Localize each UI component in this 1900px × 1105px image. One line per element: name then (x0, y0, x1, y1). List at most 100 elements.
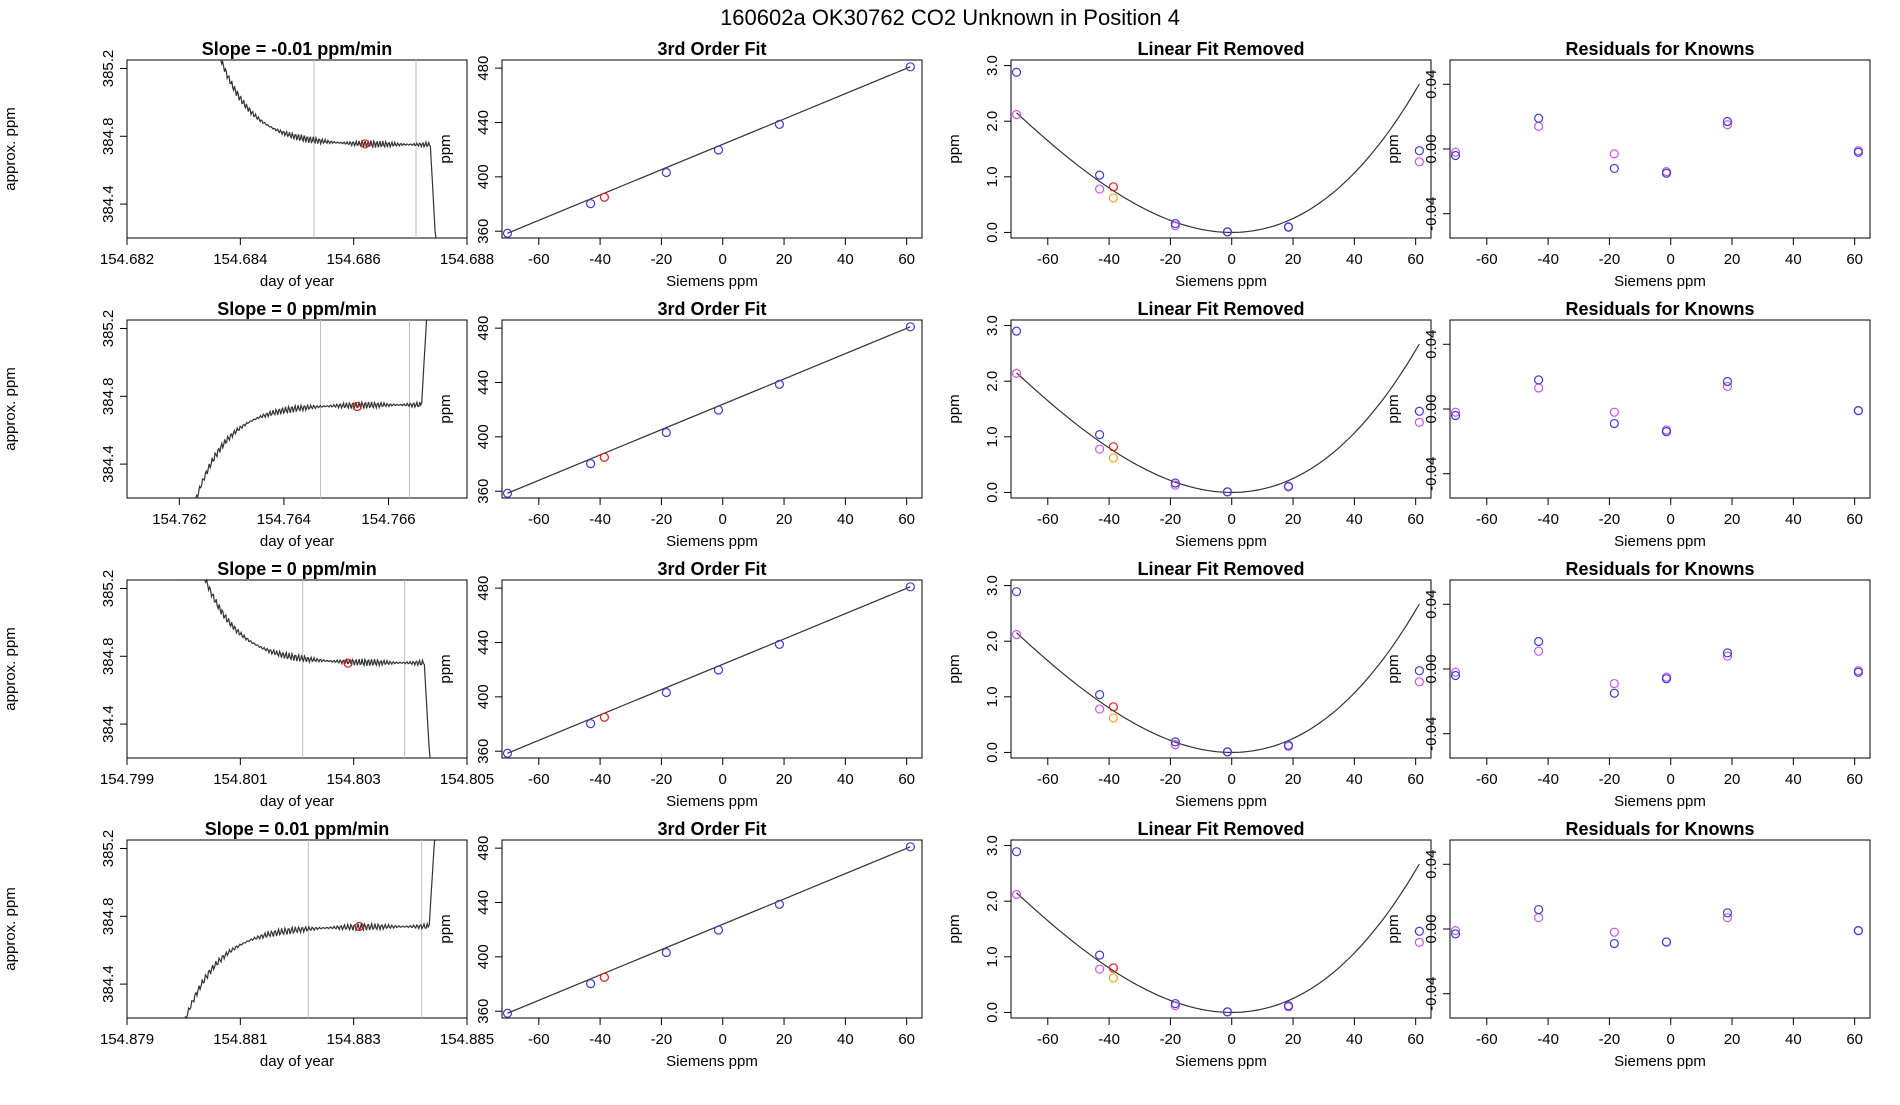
known-point (1170, 998, 1180, 1009)
y-tick-label: 0.00 (1423, 134, 1440, 163)
x-tick-label: -20 (1160, 251, 1182, 268)
residual-point-alt (1722, 913, 1733, 923)
x-tick-label: 60 (1407, 251, 1424, 268)
residual-point (1661, 937, 1672, 947)
x-tick-label: 40 (1785, 251, 1802, 268)
y-tick-label: 384.8 (100, 898, 117, 936)
residual-point (1609, 163, 1619, 174)
x-tick-label: 154.805 (440, 771, 494, 788)
plot-frame (1449, 579, 1871, 759)
unknown-point-alt (1108, 713, 1118, 723)
fit-line (507, 846, 911, 1014)
y-tick-label: 384.4 (100, 445, 117, 483)
known-point (661, 947, 671, 958)
y-tick-label: -0.04 (1423, 197, 1440, 231)
y-tick-label: 0.04 (1423, 330, 1440, 359)
x-tick-label: 40 (1346, 1031, 1363, 1048)
panel-title: 3rd Order Fit (657, 39, 766, 59)
y-tick-label: 385.2 (100, 830, 117, 868)
linear-removed-panel: Linear Fit Removed Siemens ppm ppm -60 -40 -2… (946, 819, 1432, 1070)
x-tick-label: 40 (1785, 771, 1802, 788)
x-tick-label: 0 (1228, 251, 1236, 268)
plot-frame (1010, 579, 1432, 759)
x-tick-label: 154.801 (213, 771, 267, 788)
x-tick-label: -40 (589, 1031, 611, 1048)
x-tick-label: -60 (528, 1031, 550, 1048)
x-axis-label: Siemens ppm (1614, 793, 1706, 810)
x-axis-label: Siemens ppm (666, 1053, 758, 1070)
panel-title: Slope = 0 ppm/min (217, 559, 377, 579)
known-point (905, 322, 915, 332)
residual-point-alt (1450, 926, 1461, 936)
known-point-alt (1094, 444, 1105, 454)
known-point (713, 665, 724, 675)
plot-frame (1010, 59, 1432, 239)
x-tick-label: 40 (1346, 511, 1363, 528)
known-point (585, 199, 596, 209)
concentration-trace (183, 578, 433, 759)
residual-point (1722, 376, 1733, 387)
time-series-panel: Slope = 0 ppm/min day of year approx. ppm 1… (2, 559, 494, 810)
panel-title: Slope = -0.01 ppm/min (202, 39, 393, 59)
y-axis-label: ppm (946, 654, 963, 683)
curve-fit (1016, 603, 1420, 754)
residual-point (1533, 113, 1544, 123)
y-tick-label: 384.8 (100, 118, 117, 156)
panel-title: Residuals for Knowns (1565, 559, 1754, 579)
known-point (1222, 487, 1233, 497)
y-tick-label: 0.00 (1423, 654, 1440, 683)
x-tick-label: -60 (528, 251, 550, 268)
residual-point (1853, 926, 1863, 936)
x-tick-label: -40 (589, 771, 611, 788)
curve-fit (1016, 863, 1420, 1014)
residual-point (1450, 150, 1461, 161)
time-series-panel: Slope = 0.01 ppm/min day of year approx. p… (2, 819, 494, 1070)
x-tick-label: -60 (1476, 251, 1498, 268)
residual-point (1853, 406, 1863, 416)
known-point (1283, 1001, 1294, 1011)
y-tick-label: -0.04 (1423, 977, 1440, 1011)
x-tick-label: 154.762 (152, 511, 206, 528)
known-point (661, 687, 671, 698)
residual-point (1661, 674, 1672, 684)
unknown-marker (360, 139, 370, 149)
x-tick-label: 0 (719, 1031, 727, 1048)
known-point (1011, 67, 1022, 77)
x-tick-label: 0 (1228, 511, 1236, 528)
residual-point (1722, 908, 1733, 918)
curve-fit (1016, 83, 1420, 233)
residuals-panel: Residuals for Knowns Siemens ppm ppm -60 -40… (1385, 299, 1871, 550)
x-tick-label: 0 (719, 251, 727, 268)
y-axis-label: ppm (1385, 914, 1402, 943)
x-axis-label: day of year (260, 1053, 334, 1070)
y-tick-label: 400 (475, 424, 492, 449)
residual-point (1609, 688, 1619, 698)
residuals-panel: Residuals for Knowns Siemens ppm ppm -60 -40… (1385, 39, 1871, 290)
x-tick-label: 154.682 (100, 251, 154, 268)
time-series-panel: Slope = 0 ppm/min day of year approx. ppm 1… (2, 299, 468, 550)
unknown-marker (352, 401, 362, 412)
known-point-alt (1094, 184, 1105, 194)
y-tick-label: 480 (475, 56, 492, 81)
residual-point (1533, 904, 1544, 915)
figure-title: 160602a OK30762 CO2 Unknown in Position … (720, 5, 1180, 30)
y-tick-label: 3.0 (984, 55, 1001, 76)
residual-point-alt (1722, 381, 1733, 391)
x-tick-label: 154.803 (327, 771, 381, 788)
residual-point-alt (1533, 383, 1544, 393)
y-tick-label: 0.04 (1423, 590, 1440, 619)
y-tick-label: 0.0 (984, 1002, 1001, 1023)
x-tick-label: 20 (1724, 251, 1741, 268)
x-tick-label: 0 (1228, 771, 1236, 788)
y-tick-label: 3.0 (984, 835, 1001, 856)
residual-point (1661, 427, 1672, 437)
known-point (1222, 1007, 1233, 1017)
y-tick-label: 384.4 (100, 705, 117, 743)
known-point (1011, 587, 1022, 597)
x-axis-label: Siemens ppm (1614, 1053, 1706, 1070)
known-point (1094, 950, 1105, 960)
plot-frame (126, 59, 468, 239)
x-axis-label: day of year (260, 273, 334, 290)
y-tick-label: 2.0 (984, 631, 1001, 652)
residual-point-alt (1533, 121, 1544, 131)
